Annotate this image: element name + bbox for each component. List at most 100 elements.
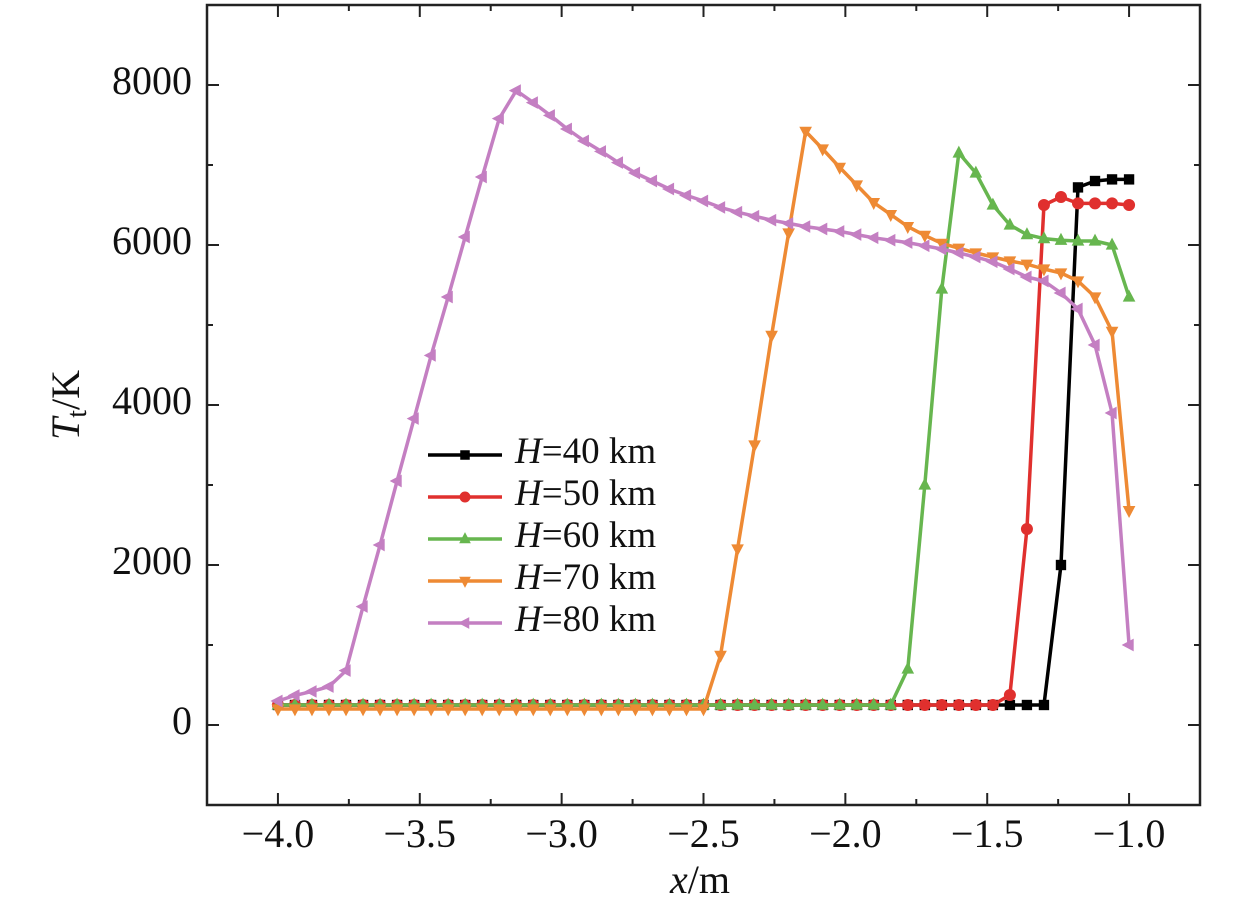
legend-label: H=40 km bbox=[514, 431, 656, 472]
marker bbox=[1055, 559, 1067, 571]
marker bbox=[407, 704, 421, 717]
marker bbox=[969, 165, 983, 178]
y-tick-label: 6000 bbox=[112, 218, 192, 263]
marker bbox=[1036, 274, 1049, 288]
marker bbox=[542, 109, 555, 122]
marker bbox=[578, 704, 591, 717]
marker bbox=[1087, 338, 1100, 352]
marker bbox=[713, 201, 726, 214]
x-axis-label: x/m bbox=[669, 857, 730, 902]
marker bbox=[918, 477, 932, 490]
legend-marker bbox=[458, 617, 470, 629]
marker bbox=[1037, 231, 1051, 244]
marker bbox=[799, 697, 812, 710]
legend-label: H=60 km bbox=[514, 515, 656, 556]
marker bbox=[782, 228, 795, 241]
marker bbox=[747, 209, 760, 223]
y-tick-label: 0 bbox=[172, 698, 192, 743]
marker bbox=[406, 412, 419, 425]
marker bbox=[372, 538, 385, 552]
marker bbox=[816, 697, 829, 710]
marker bbox=[765, 330, 778, 343]
marker bbox=[1121, 638, 1134, 652]
marker bbox=[798, 220, 811, 233]
marker bbox=[474, 170, 487, 184]
marker bbox=[866, 231, 879, 245]
legend-label: H=70 km bbox=[514, 557, 656, 598]
x-tick-label: −1.5 bbox=[951, 811, 1024, 856]
marker bbox=[748, 440, 761, 453]
marker bbox=[628, 166, 641, 180]
marker bbox=[646, 704, 659, 717]
marker bbox=[1123, 199, 1136, 211]
marker bbox=[610, 156, 624, 169]
marker bbox=[304, 685, 317, 698]
marker bbox=[1021, 699, 1033, 711]
marker bbox=[934, 242, 947, 256]
marker bbox=[1054, 268, 1068, 281]
marker bbox=[356, 704, 370, 717]
marker bbox=[901, 661, 915, 674]
marker bbox=[1106, 174, 1118, 185]
marker bbox=[339, 704, 353, 717]
marker bbox=[509, 704, 523, 717]
marker bbox=[867, 197, 881, 210]
marker bbox=[1020, 259, 1034, 272]
marker bbox=[543, 704, 557, 717]
marker bbox=[373, 704, 387, 717]
marker bbox=[680, 704, 693, 717]
marker bbox=[305, 704, 319, 717]
marker bbox=[748, 697, 761, 710]
series-line bbox=[277, 88, 1131, 703]
legend-marker bbox=[459, 576, 471, 588]
marker bbox=[508, 84, 521, 97]
marker bbox=[901, 221, 915, 234]
y-tick-label: 2000 bbox=[112, 538, 192, 583]
marker bbox=[1003, 217, 1017, 230]
marker bbox=[815, 222, 828, 236]
marker bbox=[526, 704, 540, 717]
marker bbox=[952, 699, 965, 711]
marker bbox=[917, 239, 930, 253]
marker bbox=[764, 213, 777, 227]
marker bbox=[1088, 233, 1102, 246]
marker bbox=[985, 255, 998, 269]
marker bbox=[935, 281, 949, 294]
marker bbox=[850, 697, 864, 710]
marker bbox=[1003, 689, 1016, 701]
marker bbox=[457, 230, 470, 244]
marker bbox=[1054, 232, 1068, 245]
marker bbox=[629, 704, 642, 717]
marker bbox=[816, 144, 829, 157]
marker bbox=[440, 290, 453, 304]
marker bbox=[1105, 326, 1119, 339]
marker bbox=[782, 697, 795, 710]
marker bbox=[833, 697, 847, 710]
legend-marker bbox=[460, 450, 470, 460]
marker bbox=[901, 699, 914, 711]
marker bbox=[491, 112, 504, 125]
marker bbox=[288, 704, 302, 717]
marker bbox=[968, 250, 981, 264]
marker bbox=[714, 650, 727, 663]
marker bbox=[1089, 197, 1102, 210]
marker bbox=[612, 704, 625, 717]
marker bbox=[1038, 699, 1050, 711]
marker bbox=[1122, 289, 1136, 302]
marker bbox=[679, 189, 692, 202]
marker bbox=[731, 544, 744, 557]
marker bbox=[355, 600, 368, 613]
marker bbox=[1072, 197, 1085, 210]
marker bbox=[1105, 237, 1119, 250]
marker bbox=[1089, 175, 1101, 187]
y-axis-label: Tt/K bbox=[43, 370, 93, 440]
marker bbox=[1002, 262, 1015, 276]
marker bbox=[1071, 233, 1085, 246]
marker bbox=[986, 699, 999, 711]
marker bbox=[1070, 302, 1083, 316]
marker bbox=[697, 704, 710, 717]
marker bbox=[969, 699, 982, 711]
marker bbox=[951, 246, 964, 260]
marker bbox=[321, 680, 334, 693]
marker bbox=[1106, 197, 1119, 210]
